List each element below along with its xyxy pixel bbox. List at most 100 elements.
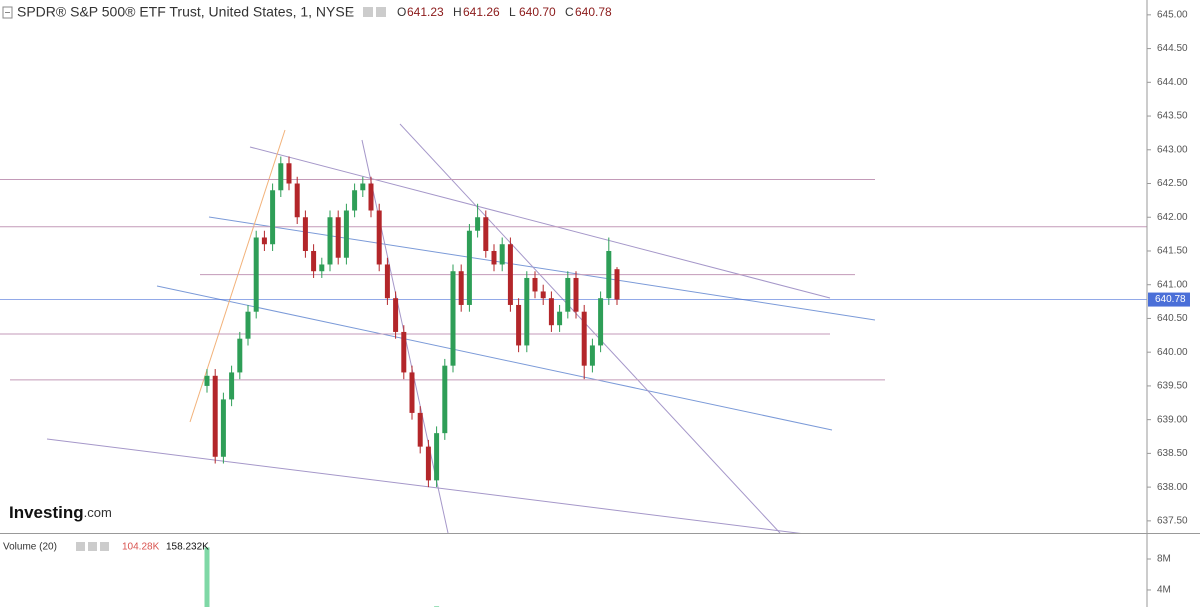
candle-body <box>598 298 604 346</box>
candle-body <box>573 277 579 312</box>
candle-body <box>327 217 333 265</box>
candle-body <box>557 311 563 326</box>
candle-body <box>253 237 259 312</box>
candle-body <box>261 237 267 245</box>
last-price-label: 640.78 <box>1155 294 1186 305</box>
candle-body <box>417 412 423 447</box>
icon[interactable] <box>363 7 373 17</box>
candle-body <box>491 250 497 265</box>
last-price-box <box>1148 292 1190 307</box>
candle-body <box>212 375 218 457</box>
collapse-icon[interactable] <box>2 6 13 19</box>
chart-title: SPDR® S&P 500® ETF Trust, United States,… <box>17 4 354 20</box>
candle-body <box>483 217 489 251</box>
candle-body <box>245 311 251 339</box>
candle-body <box>352 190 358 211</box>
legend-key: H <box>453 5 462 19</box>
volume-tick-label: 8M <box>1157 554 1171 565</box>
icon[interactable] <box>88 542 97 551</box>
candle-body <box>458 271 464 305</box>
icon[interactable] <box>76 542 85 551</box>
y-tick-label: 645.00 <box>1157 9 1188 20</box>
candle-body <box>237 338 243 373</box>
trend-line <box>249 146 831 299</box>
candle-body <box>384 264 390 299</box>
y-tick-label: 643.50 <box>1157 111 1188 122</box>
y-tick-label: 640.50 <box>1157 313 1188 324</box>
candle-body <box>368 183 374 211</box>
candle-body <box>360 183 366 191</box>
dropdown-arrow[interactable] <box>348 11 354 14</box>
y-tick-label: 644.50 <box>1157 43 1188 54</box>
candle-body <box>589 345 595 366</box>
y-tick-label: 642.50 <box>1157 178 1188 189</box>
icon[interactable] <box>376 7 386 17</box>
candle-body <box>524 277 530 346</box>
legend-value: 641.26 <box>463 5 500 19</box>
candle-body <box>466 230 472 305</box>
candle-body <box>614 269 620 300</box>
candle-body <box>434 433 440 481</box>
candle-body <box>270 190 276 245</box>
y-tick-label: 640.00 <box>1157 347 1188 358</box>
candle-body <box>286 163 292 184</box>
candle-body <box>516 304 522 346</box>
y-tick-label: 639.50 <box>1157 381 1188 392</box>
candle-body <box>393 298 399 332</box>
candle-body <box>442 365 448 434</box>
candle-body <box>548 298 554 326</box>
ohlc-legend: O 641.23 H 641.26 L 640.70 C 640.78 <box>397 5 612 19</box>
candle-body <box>401 331 407 373</box>
y-tick-label: 638.50 <box>1157 448 1188 459</box>
candle-body <box>220 399 226 457</box>
logo-main: Investing <box>9 503 84 522</box>
candle-body <box>204 375 210 386</box>
candle-body <box>311 250 317 272</box>
candle-body <box>450 271 456 366</box>
candle-body <box>343 210 349 258</box>
candle-body <box>532 277 538 292</box>
icon[interactable] <box>100 542 109 551</box>
candle-body <box>335 217 341 258</box>
candle-body <box>581 311 587 366</box>
y-tick-label: 644.00 <box>1157 77 1188 88</box>
candle-body <box>565 277 571 312</box>
levels <box>0 178 1147 381</box>
trend-line <box>189 129 286 423</box>
candle-body <box>229 372 235 400</box>
candle-body <box>294 183 300 218</box>
volume-tick-label: 4M <box>1157 585 1171 596</box>
legend-value: 641.23 <box>407 5 444 19</box>
trend-line <box>208 216 876 321</box>
candle-body <box>606 250 612 299</box>
candle-body <box>425 446 431 481</box>
candles <box>204 156 620 488</box>
candle-body <box>507 244 513 305</box>
candle-body <box>475 217 481 231</box>
y-tick-label: 638.00 <box>1157 482 1188 493</box>
legend-value: 640.70 <box>519 5 556 19</box>
legend-key: L <box>509 5 516 19</box>
y-tick-label: 641.00 <box>1157 279 1188 290</box>
volume-title: Volume (20) <box>3 542 57 553</box>
candle-body <box>278 163 284 191</box>
y-tick-label: 637.50 <box>1157 515 1188 526</box>
y-tick-label: 643.00 <box>1157 144 1188 155</box>
trend-line <box>399 123 781 533</box>
y-tick-label: 642.00 <box>1157 212 1188 223</box>
candle-body <box>302 217 308 251</box>
candle-body <box>409 372 415 413</box>
volume-value: 104.28K <box>122 542 160 553</box>
volume-ma-value: 158.232K <box>166 542 209 553</box>
trend-line <box>156 285 833 431</box>
trend-line <box>46 438 802 533</box>
candle-body <box>499 244 505 265</box>
legend-key: C <box>565 5 574 19</box>
y-tick-label: 641.50 <box>1157 246 1188 257</box>
volume-bar <box>204 547 210 607</box>
candle-body <box>540 291 546 299</box>
logo: Investing.com <box>9 503 112 522</box>
candle-body <box>376 210 382 265</box>
